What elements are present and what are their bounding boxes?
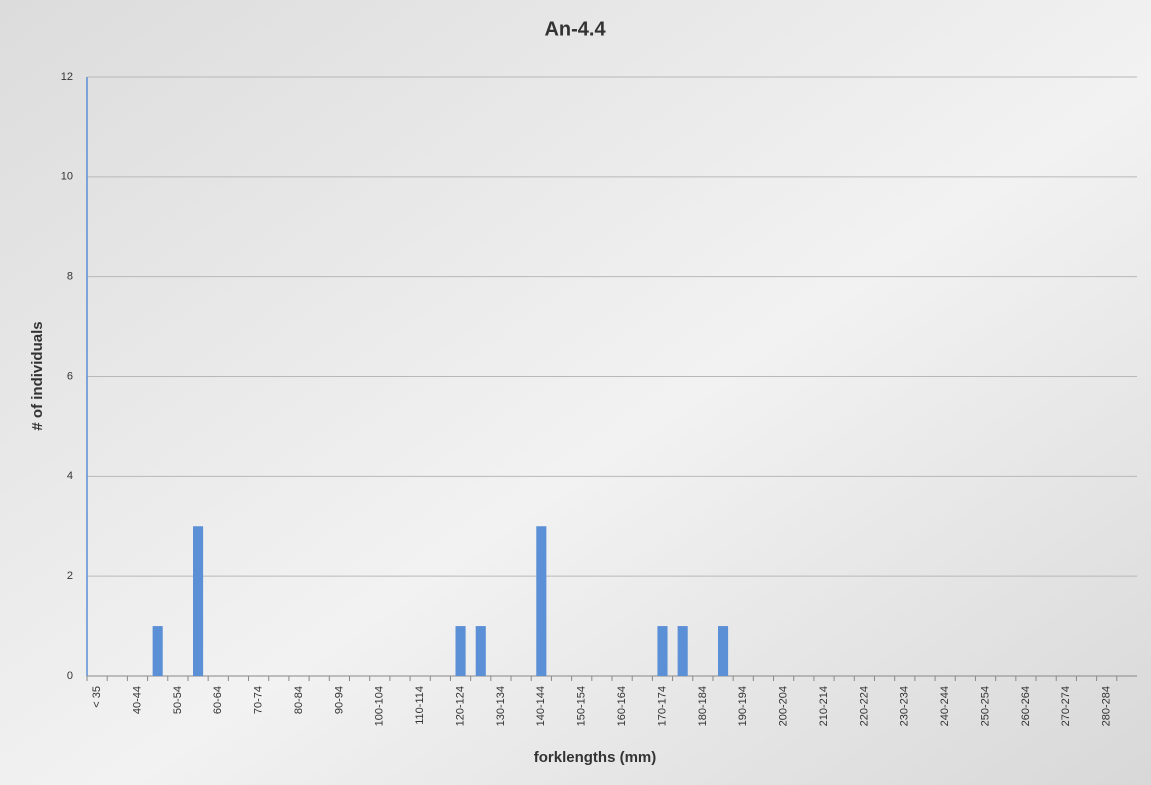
x-tick-label: 40-44 [131,686,143,714]
x-tick-label: 70-74 [253,686,265,714]
x-tick-label: 280-284 [1101,686,1113,726]
x-tick-label: 240-244 [939,686,951,726]
x-tick-label: 180-184 [697,686,709,726]
x-tick-label: 190-194 [737,686,749,726]
x-tick-label: 120-124 [454,686,466,726]
bar [657,626,668,676]
y-tick-label: 6 [67,370,73,382]
bar [677,626,688,676]
x-tick-label: 170-174 [656,686,668,726]
x-axis-label: forklengths (mm) [534,749,657,766]
x-tick-label: 160-164 [616,686,628,726]
x-tick-label: 50-54 [172,686,184,714]
x-tick-label: 270-274 [1060,686,1072,726]
chart-title: An-4.4 [544,18,606,40]
x-tick-label: 250-254 [979,686,991,726]
bar [718,626,729,676]
x-tick-label: 130-134 [495,686,507,726]
x-tick-label: 90-94 [333,686,345,714]
bar [475,626,486,676]
x-tick-label: 110-114 [414,686,426,725]
y-tick-label: 8 [67,271,73,283]
x-tick-label: 210-214 [818,686,830,726]
y-tick-label: 10 [61,171,73,183]
x-tick-label: 200-204 [778,686,790,726]
y-tick-label: 4 [67,470,73,482]
bar [193,526,204,676]
x-tick-label: 150-154 [576,686,588,726]
y-tick-label: 12 [61,71,73,83]
y-tick-label: 2 [67,570,73,582]
bar [536,526,547,676]
x-tick-label: < 35 [91,686,103,708]
bar [455,626,466,676]
bar [152,626,163,676]
x-tick-label: 140-144 [535,686,547,726]
x-tick-label: 230-234 [899,686,911,726]
x-tick-label: 260-264 [1020,686,1032,726]
y-tick-label: 0 [67,670,73,682]
x-tick-label: 60-64 [212,686,224,714]
y-axis-label: # of individuals [29,321,46,430]
x-tick-label: 100-104 [374,686,386,726]
x-tick-label: 220-224 [858,686,870,726]
x-tick-label: 80-84 [293,686,305,714]
